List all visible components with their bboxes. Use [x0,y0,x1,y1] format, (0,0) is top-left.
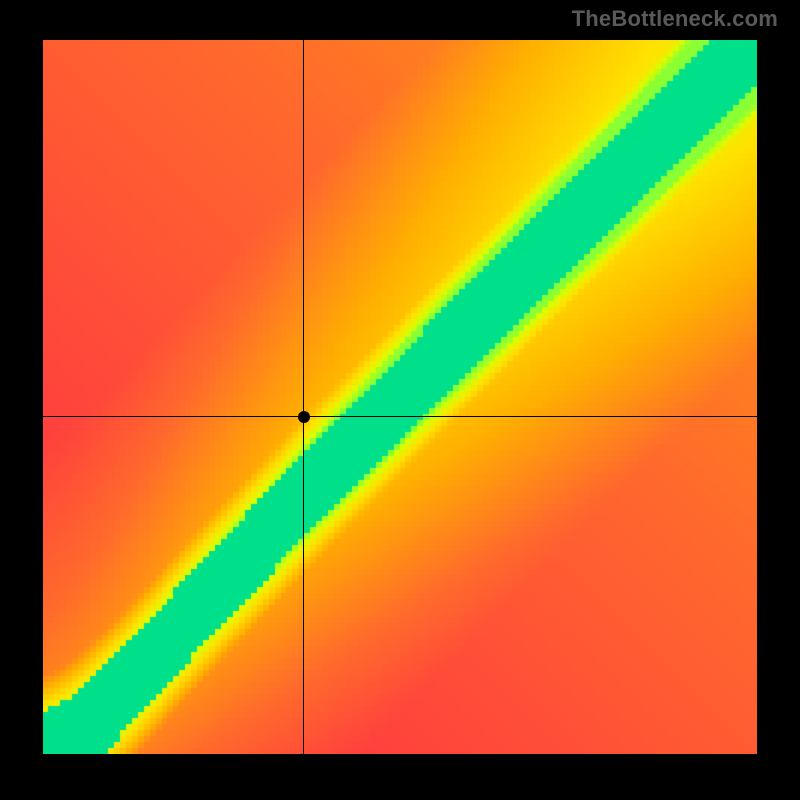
crosshair-horizontal [43,416,757,417]
watermark-text: TheBottleneck.com [572,6,778,32]
crosshair-point [298,411,310,423]
heatmap-plot [43,40,757,754]
heatmap-canvas [43,40,757,754]
crosshair-vertical [303,40,304,754]
